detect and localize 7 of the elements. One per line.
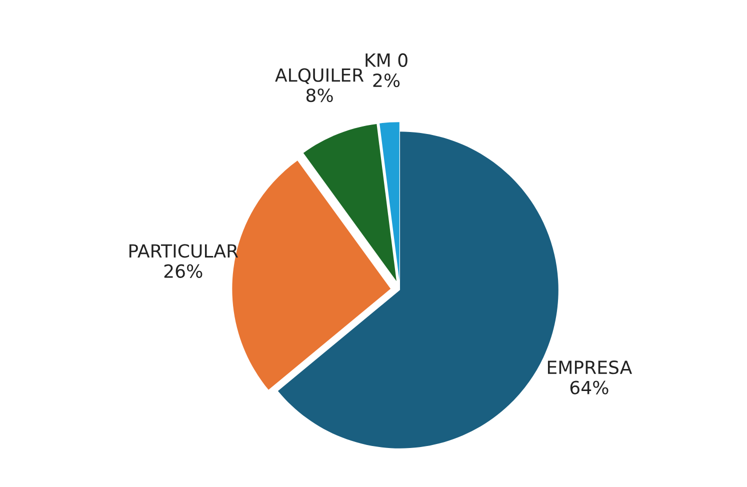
slice-label: KM 0 bbox=[366, 53, 408, 67]
slice-label: ALQUILER bbox=[275, 68, 364, 84]
data-label: 2% bbox=[373, 74, 400, 88]
data-label: 26% bbox=[164, 264, 202, 278]
data-label: 8% bbox=[306, 88, 333, 102]
slice-label: EMPRESA bbox=[548, 360, 632, 374]
data-label: 64% bbox=[570, 380, 608, 394]
